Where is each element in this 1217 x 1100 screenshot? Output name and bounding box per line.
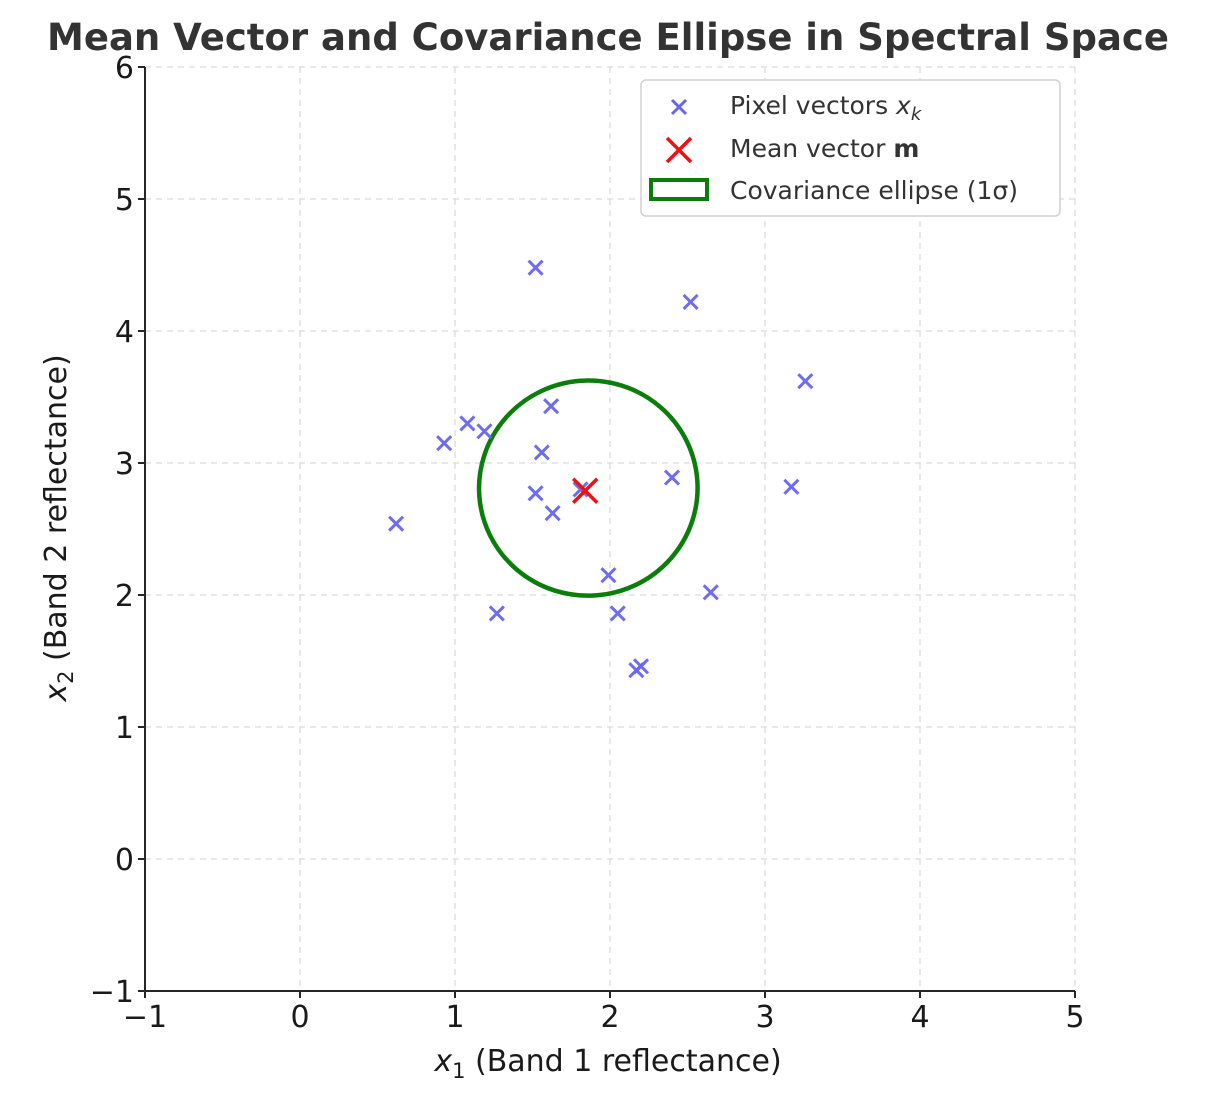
y-tick-label: −1 xyxy=(90,975,134,1010)
legend: Pixel vectors xk Mean vector m Covarianc… xyxy=(640,79,1061,217)
pixel-vector-point xyxy=(459,415,476,432)
pixel-vector-point xyxy=(702,584,719,601)
legend-label-covariance-ellipse: Covariance ellipse (1σ) xyxy=(730,176,1018,205)
legend-label-pixel-vectors: Pixel vectors xk xyxy=(730,91,923,125)
y-tick-label: 0 xyxy=(115,843,134,878)
pixel-vector-point xyxy=(543,398,560,415)
pixel-vector-point xyxy=(388,515,405,532)
y-tick-label: 4 xyxy=(115,315,134,350)
pixel-vector-point xyxy=(600,567,617,584)
pixel-vector-point xyxy=(783,478,800,495)
mean-vector-layer xyxy=(571,477,599,504)
pixel-vector-point xyxy=(533,444,550,461)
pixel-vector-point xyxy=(436,435,453,452)
pixel-vector-point xyxy=(797,373,814,390)
pixel-vector-point xyxy=(609,605,626,622)
legend-pixel-x xyxy=(670,98,688,116)
y-tick-label: 2 xyxy=(115,579,134,614)
x-axis-label: x1 (Band 1 reflectance) xyxy=(433,1044,781,1083)
y-tick-label: 1 xyxy=(115,711,134,746)
chart-title: Mean Vector and Covariance Ellipse in Sp… xyxy=(47,16,1169,59)
pixel-vector-points xyxy=(388,259,814,679)
x-tick-label: −1 xyxy=(123,1000,167,1035)
mean-vector-point xyxy=(571,477,599,504)
pixel-vector-point xyxy=(572,481,589,498)
covariance-ellipse xyxy=(476,378,700,598)
x-tick-label: 4 xyxy=(910,1000,929,1035)
covariance-ellipse-layer xyxy=(476,378,700,598)
pixel-vector-point xyxy=(527,485,544,502)
legend-label-mean-vector: Mean vector m xyxy=(730,134,919,163)
legend-frame xyxy=(640,79,1061,217)
legend-pixel-marker-icon xyxy=(670,98,688,116)
y-tick-label: 5 xyxy=(115,183,134,218)
legend-mean-x xyxy=(665,136,693,164)
tick-labels: −1 0 1 2 3 4 5 −1 0 1 2 3 4 5 6 xyxy=(90,51,1085,1035)
pixel-vector-point xyxy=(663,469,681,486)
x-tick-label: 5 xyxy=(1065,1000,1084,1035)
pixel-vector-point xyxy=(527,259,544,276)
axes xyxy=(138,66,1076,998)
x-tick-label: 2 xyxy=(600,1000,619,1035)
x-tick-label: 0 xyxy=(290,1000,309,1035)
pixel-vector-point xyxy=(488,605,505,622)
y-axis-label: x2 (Band 2 reflectance) xyxy=(39,354,78,702)
pixel-vector-point xyxy=(628,662,645,679)
pixel-vector-point xyxy=(476,423,493,440)
legend-ellipse-patch-icon xyxy=(649,178,709,201)
x-tick-label: 3 xyxy=(755,1000,774,1035)
pixel-vector-point xyxy=(682,293,699,311)
y-tick-label: 6 xyxy=(115,51,134,86)
pixel-vector-point xyxy=(544,505,561,522)
y-tick-label: 3 xyxy=(115,447,134,482)
x-tick-label: 1 xyxy=(445,1000,464,1035)
legend-mean-marker-icon xyxy=(665,136,693,164)
